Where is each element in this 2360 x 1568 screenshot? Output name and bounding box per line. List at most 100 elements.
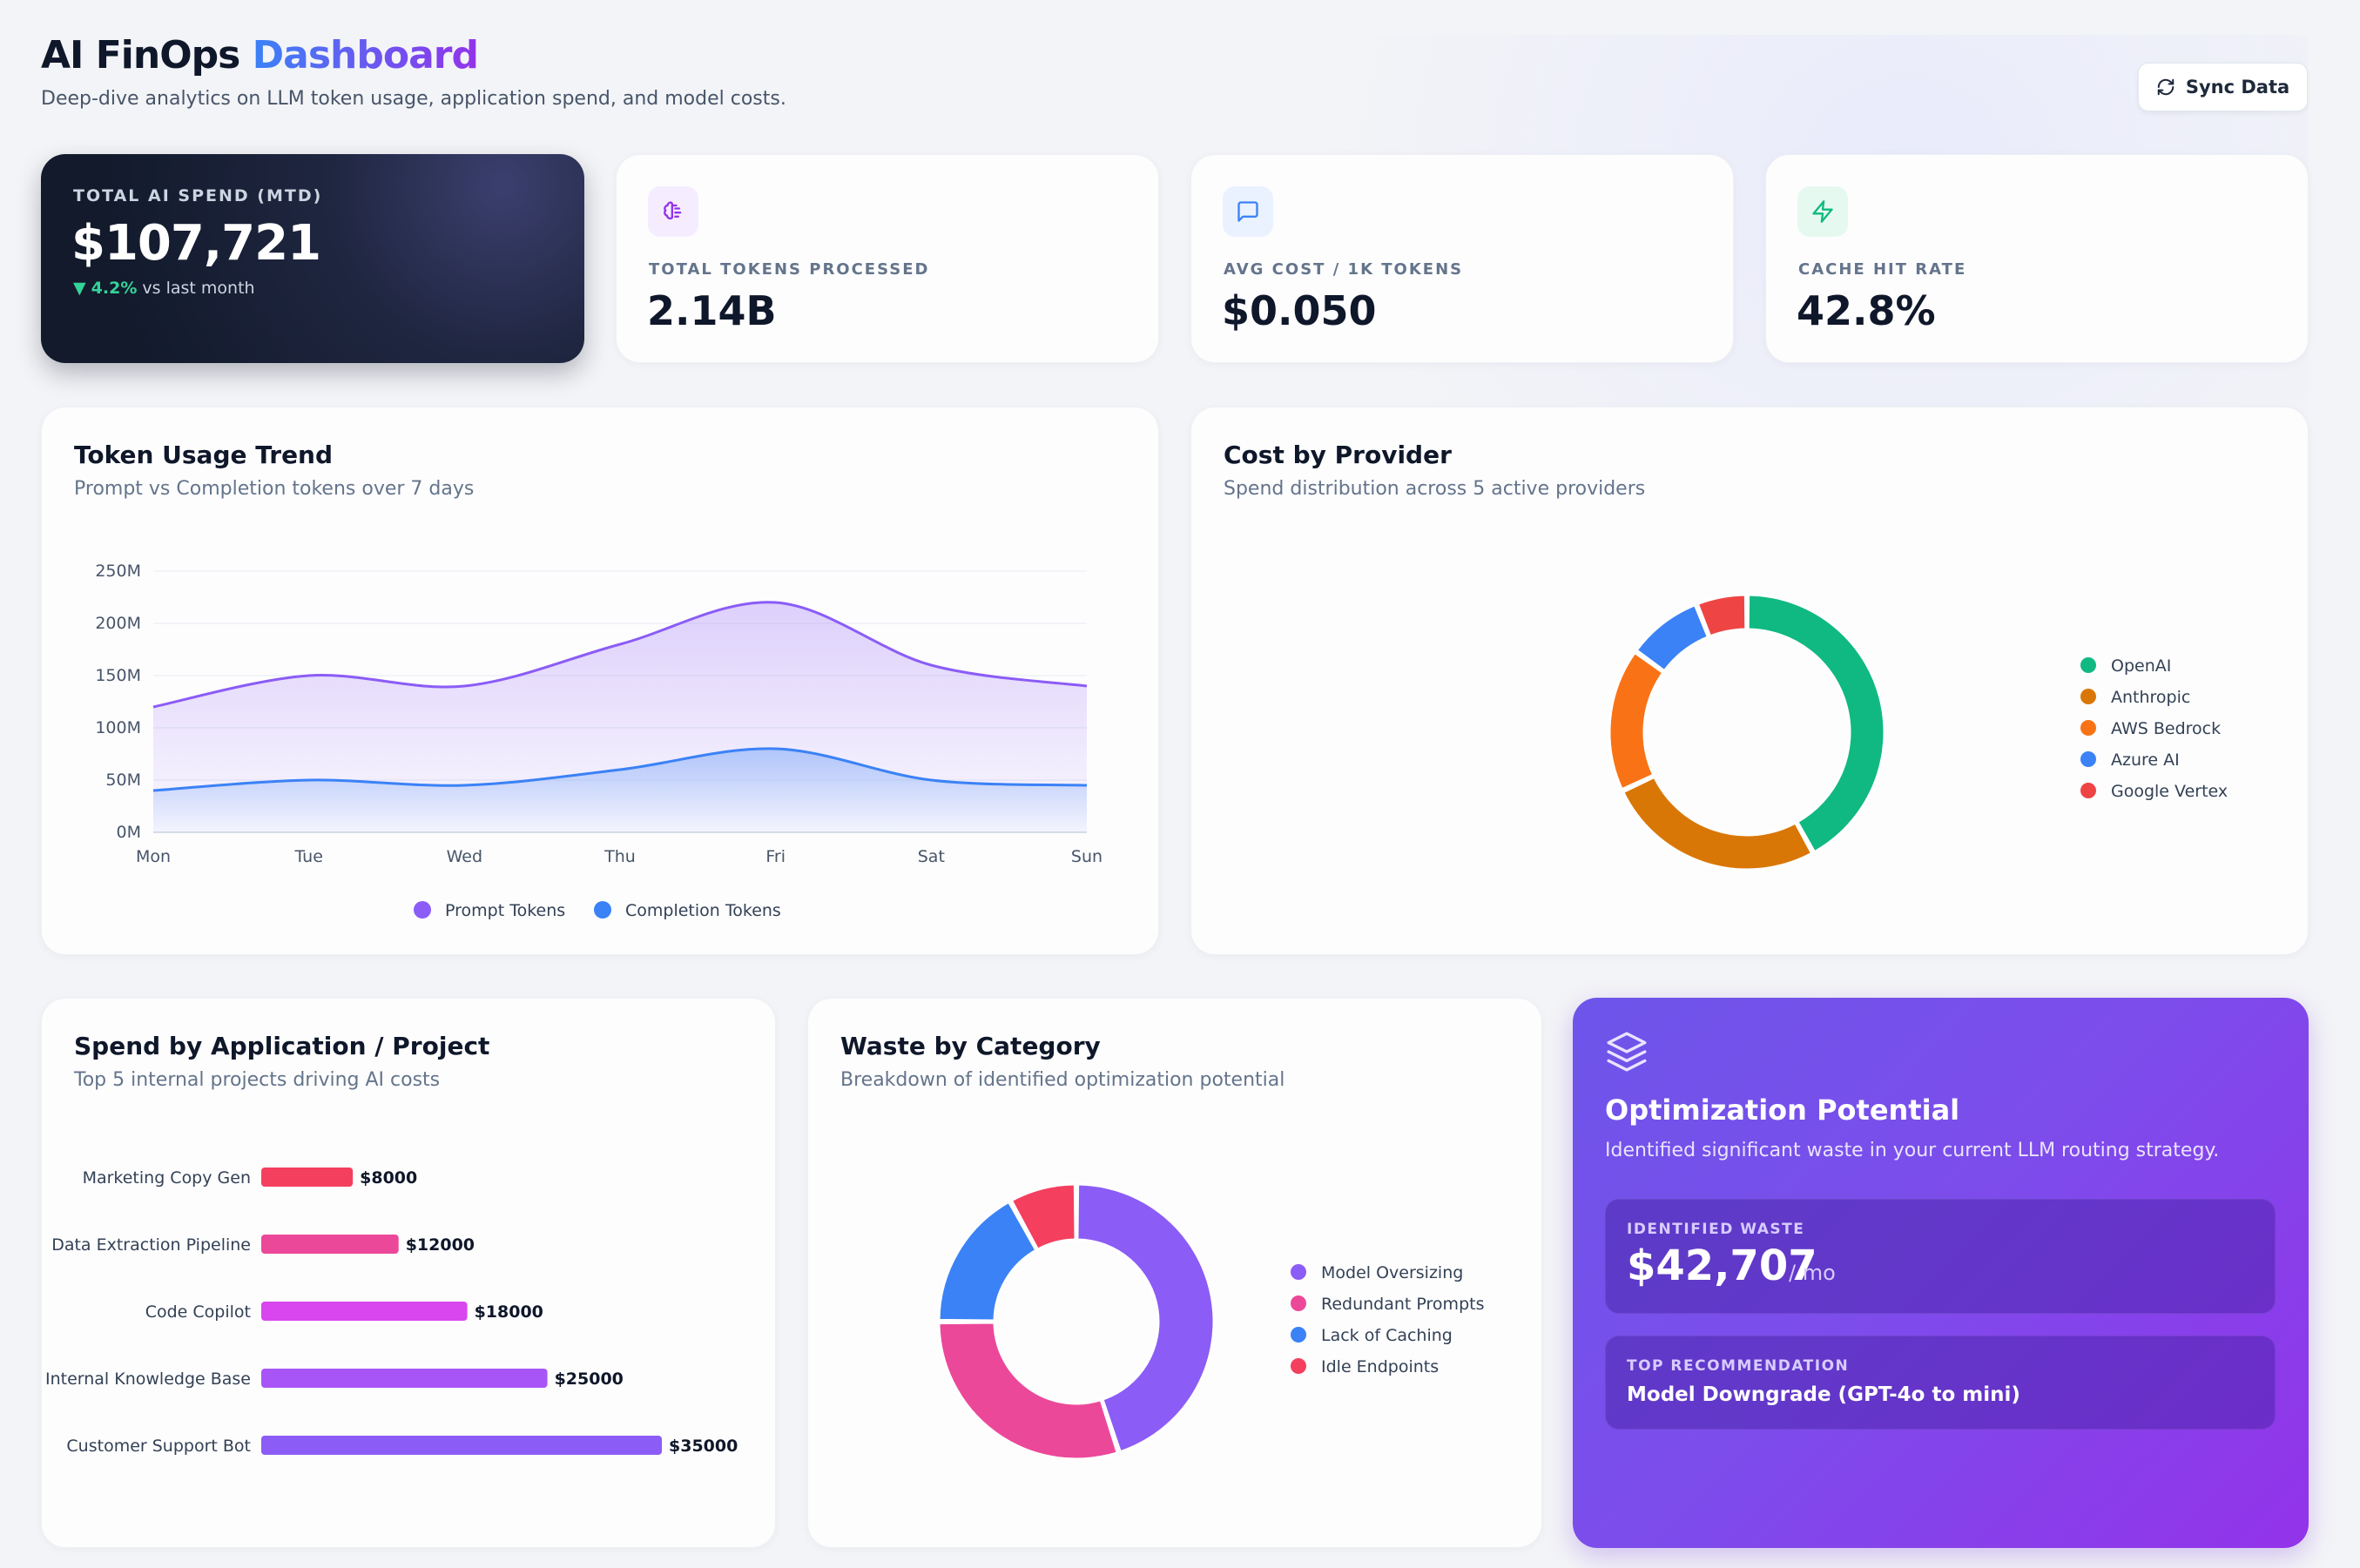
waste-card: Waste by Category Breakdown of identifie… [807, 998, 1542, 1548]
legend-label-completion-tokens: Completion Tokens [625, 901, 781, 920]
optimization-title: Optimization Potential [1605, 1094, 1960, 1127]
waste-subtitle: Breakdown of identified optimization pot… [840, 1069, 1285, 1091]
token-usage-card: Token Usage Trend Prompt vs Completion t… [41, 407, 1159, 955]
slice-google-vertex [1696, 593, 1748, 638]
token-usage-subtitle: Prompt vs Completion tokens over 7 days [74, 478, 475, 500]
legend-marker-openai [2080, 657, 2096, 673]
legend-label-redundant-prompts: Redundant Prompts [1321, 1295, 1484, 1314]
layers-icon [1607, 1032, 1647, 1072]
legend-label-openai: OpenAI [2111, 656, 2171, 676]
total-tokens-card: TOTAL TOKENS PROCESSED 2.14B [616, 154, 1159, 363]
legend-marker-redundant-prompts [1291, 1295, 1306, 1311]
legend-label-idle-endpoints: Idle Endpoints [1321, 1357, 1439, 1376]
slice-openai [1746, 593, 1886, 854]
legend-marker-google-vertex [2080, 783, 2096, 798]
app-spend-title: Spend by Application / Project [74, 1032, 490, 1060]
bar-code-copilot [261, 1302, 468, 1321]
slice-model-oversizing [1075, 1182, 1216, 1454]
bar-value-label: $8000 [360, 1168, 417, 1188]
title-accent: Dashboard [252, 33, 479, 77]
total-spend-label: TOTAL AI SPEND (MTD) [73, 186, 323, 205]
y-tick-label: 100M [95, 718, 141, 737]
bar-marketing-copy-gen [261, 1168, 354, 1187]
x-tick-label: Thu [603, 847, 636, 866]
token-usage-chart: 0M 50M 100M 150M 200M 250M Mon Tue Wed Thu Fri Sat S… [95, 562, 1102, 920]
total-spend-value: $107,721 [71, 215, 321, 272]
avg-cost-label: AVG COST / 1K TOKENS [1224, 260, 1464, 279]
legend-label-azure-ai: Azure AI [2111, 750, 2180, 770]
y-tick-label: 0M [117, 823, 141, 842]
zap-icon [1797, 186, 1848, 237]
legend-marker-idle-endpoints [1291, 1358, 1306, 1374]
legend-label-lack-of-caching: Lack of Caching [1321, 1326, 1453, 1345]
brain-icon [648, 186, 698, 237]
legend-marker-lack-of-caching [1291, 1327, 1306, 1343]
cache-hit-value: 42.8% [1797, 287, 1936, 334]
x-tick-label: Wed [447, 847, 482, 866]
identified-waste-unit: / mo [1789, 1261, 1836, 1285]
slice-anthropic [1622, 775, 1814, 871]
refresh-icon [2157, 78, 2175, 96]
avg-cost-card: AVG COST / 1K TOKENS $0.050 [1190, 154, 1734, 363]
x-tick-label: Tue [293, 847, 322, 866]
x-tick-label: Sat [918, 847, 945, 866]
legend-marker-model-oversizing [1291, 1264, 1306, 1280]
bar-customer-support-bot [261, 1436, 662, 1455]
x-tick-label: Fri [765, 847, 786, 866]
token-usage-title: Token Usage Trend [74, 441, 334, 469]
provider-cost-title: Cost by Provider [1224, 441, 1452, 469]
total-spend-card: TOTAL AI SPEND (MTD) $107,721 ▼ 4.2% vs … [41, 154, 584, 363]
y-tick-label: 200M [95, 614, 141, 633]
bar-category-label: Code Copilot [145, 1302, 251, 1322]
identified-waste-box: IDENTIFIED WASTE $42,707 / mo [1605, 1199, 2276, 1314]
spend-delta-percent: 4.2% [91, 279, 138, 298]
series-line-completion-tokens [152, 747, 1088, 792]
legend-marker-aws-bedrock [2080, 720, 2096, 736]
bar-category-label: Data Extraction Pipeline [51, 1235, 251, 1255]
bar-value-label: $35000 [669, 1437, 738, 1456]
x-tick-label: Sun [1071, 847, 1102, 866]
y-tick-label: 250M [95, 562, 141, 581]
provider-cost-subtitle: Spend distribution across 5 active provi… [1224, 478, 1646, 500]
waste-donut-chart: Model Oversizing Redundant Prompts Lack of… [937, 1182, 1484, 1461]
series-line-prompt-tokens [152, 601, 1088, 709]
page-subtitle: Deep-dive analytics on LLM token usage, … [41, 88, 786, 110]
app-spend-subtitle: Top 5 internal projects driving AI costs [74, 1069, 441, 1091]
page-title: AI FinOps Dashboard [41, 33, 479, 77]
top-recommendation-value: Model Downgrade (GPT-4o to mini) [1627, 1383, 2020, 1406]
provider-donut-chart: OpenAI Anthropic AWS Bedrock Azure AI Google… [1608, 593, 2228, 871]
x-tick-label: Mon [136, 847, 171, 866]
legend-label-anthropic: Anthropic [2111, 688, 2190, 707]
bar-value-label: $12000 [406, 1235, 475, 1255]
slice-aws-bedrock [1608, 650, 1665, 791]
bar-value-label: $18000 [475, 1302, 543, 1322]
top-recommendation-label: TOP RECOMMENDATION [1627, 1357, 1850, 1375]
trend-down-icon: ▼ [73, 279, 86, 298]
message-icon [1223, 186, 1273, 237]
spend-delta-text: vs last month [142, 279, 255, 298]
waste-title: Waste by Category [840, 1032, 1101, 1060]
sync-data-button[interactable]: Sync Data [2138, 63, 2308, 111]
top-recommendation-box: TOP RECOMMENDATION Model Downgrade (GPT-… [1605, 1336, 2276, 1430]
slice-lack-of-caching [937, 1200, 1038, 1322]
sync-data-label: Sync Data [2185, 77, 2290, 98]
legend-marker-completion-tokens [594, 901, 611, 919]
optimization-description: Identified significant waste in your cur… [1605, 1140, 2220, 1161]
y-tick-label: 50M [105, 771, 141, 790]
total-tokens-value: 2.14B [647, 287, 777, 334]
app-spend-bar-chart: Marketing Copy Gen $8000 Data Extraction P… [45, 1168, 738, 1456]
bar-data-extraction-pipeline [261, 1235, 399, 1254]
legend-label-prompt-tokens: Prompt Tokens [445, 901, 565, 920]
slice-redundant-prompts [937, 1321, 1119, 1461]
identified-waste-label: IDENTIFIED WASTE [1627, 1221, 1805, 1238]
y-tick-label: 150M [95, 666, 141, 685]
cache-hit-card: CACHE HIT RATE 42.8% [1765, 154, 2309, 363]
total-tokens-label: TOTAL TOKENS PROCESSED [649, 260, 930, 279]
avg-cost-value: $0.050 [1222, 287, 1377, 334]
bar-category-label: Customer Support Bot [66, 1437, 251, 1456]
title-main: AI FinOps [41, 33, 240, 77]
bar-category-label: Internal Knowledge Base [45, 1369, 251, 1389]
bar-value-label: $25000 [555, 1369, 624, 1389]
provider-cost-card: Cost by Provider Spend distribution acro… [1190, 407, 2309, 955]
